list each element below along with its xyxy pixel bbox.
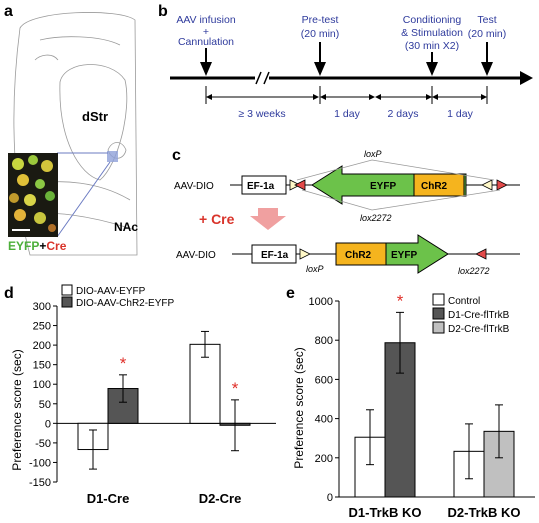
d-ytick-label: 0 xyxy=(45,418,51,430)
e-legend-label: Control xyxy=(448,296,480,307)
zoom-line-bottom xyxy=(56,161,111,238)
d-ytick-label: 150 xyxy=(33,360,51,372)
micrograph-legend: EYFP+Cre xyxy=(8,239,67,253)
event-arrowhead-2 xyxy=(314,62,326,76)
event-arrowhead-4 xyxy=(481,62,493,76)
event-arrowhead-1 xyxy=(200,62,212,76)
e-category-label: D2-TrkB KO xyxy=(448,505,521,520)
event-2-line2: (20 min) xyxy=(301,28,340,40)
d-legend-label: DIO-AAV-EYFP xyxy=(76,286,146,297)
timeline xyxy=(170,42,533,104)
d-category-label: D1-Cre xyxy=(87,491,130,506)
d-ytick-label: 50 xyxy=(39,399,51,411)
construct-1-name: AAV-DIO xyxy=(174,181,214,192)
chart-e-ylabel: Preference score (sec) xyxy=(292,347,306,468)
event-1-line2: + xyxy=(203,26,209,38)
e-legend-swatch xyxy=(432,321,445,334)
interval-1-label: ≥ 3 weeks xyxy=(238,108,285,120)
eyfp-2: EYFP xyxy=(391,250,417,261)
event-3-line2: & Stimulation xyxy=(401,27,463,39)
construct-1: AAV-DIO xyxy=(174,159,520,211)
event-1-line1: AAV infusion xyxy=(176,14,235,26)
d-ytick-label: 200 xyxy=(33,340,51,352)
panel-b-label: b xyxy=(158,3,168,20)
nac-label: NAc xyxy=(114,220,138,234)
e-ytick-label: 600 xyxy=(315,374,333,386)
lox2272-label-mid: lox2272 xyxy=(360,213,392,223)
d-ytick-label: 100 xyxy=(33,379,51,391)
d-significance-star: * xyxy=(120,354,127,373)
interval-3-label: 2 days xyxy=(388,108,419,120)
fluorescence-micrograph xyxy=(8,153,58,237)
promoter-2: EF-1a xyxy=(261,250,289,261)
loxp-label-top: loxP xyxy=(364,149,382,159)
e-legend-swatch xyxy=(432,293,445,306)
event-1-line3: Cannulation xyxy=(178,36,234,48)
d-significance-star: * xyxy=(232,379,239,398)
chart-d: -150 -100 -50 0 50 100 150 200 250 300 D1-Cre D2-Cr… xyxy=(29,284,276,506)
promoter-1: EF-1a xyxy=(247,181,275,192)
event-4-line2: (20 min) xyxy=(468,28,507,40)
chart-e: 0 200 400 600 800 1000 D1-TrkB KO D2-TrkB KO * Co… xyxy=(309,291,535,520)
event-4-line1: Test xyxy=(477,14,496,26)
e-ytick-label: 1000 xyxy=(309,296,333,308)
interval-4-label: 1 day xyxy=(447,108,473,120)
d-legend-label: DIO-AAV-ChR2-EYFP xyxy=(76,298,174,309)
lox2272-triangle xyxy=(294,179,306,191)
panel-a-label: a xyxy=(4,3,13,20)
d-category-label: D2-Cre xyxy=(199,491,242,506)
e-ytick-label: 800 xyxy=(315,335,333,347)
e-legend-swatch xyxy=(432,307,445,320)
e-category-label: D1-TrkB KO xyxy=(349,505,422,520)
event-arrowhead-3 xyxy=(426,62,438,76)
d-ytick-label: -150 xyxy=(29,477,51,489)
chr2-2: ChR2 xyxy=(345,250,372,261)
d-ytick-label: 300 xyxy=(33,301,51,313)
event-2-line1: Pre-test xyxy=(302,14,339,26)
lox2272-label-bottom: lox2272 xyxy=(458,266,490,276)
d-legend-swatch xyxy=(61,296,73,308)
event-3-line1: Conditioning xyxy=(403,14,462,26)
e-ytick-label: 200 xyxy=(315,453,333,465)
chart-d-ylabel: Preference score (sec) xyxy=(10,349,24,470)
interval-2-label: 1 day xyxy=(334,108,360,120)
d-ytick-label: -100 xyxy=(29,457,51,469)
e-ytick-label: 400 xyxy=(315,414,333,426)
d-ytick-label: -50 xyxy=(35,438,51,450)
e-ytick-label: 0 xyxy=(327,492,333,504)
e-bar xyxy=(384,342,416,498)
dstr-label: dStr xyxy=(82,109,108,124)
panel-c-label: c xyxy=(172,147,181,164)
nac-marker xyxy=(107,151,118,162)
e-legend-label: D2-Cre-flTrkB xyxy=(448,324,510,335)
e-legend-label: D1-Cre-flTrkB xyxy=(448,310,510,321)
e-significance-star: * xyxy=(397,291,404,310)
d-ytick-label: 250 xyxy=(33,321,51,333)
cre-text: + Cre xyxy=(199,211,235,227)
eyfp-1: EYFP xyxy=(370,181,396,192)
cre-arrow xyxy=(250,208,286,230)
construct-2: AAV-DIO xyxy=(176,234,520,274)
d-legend-swatch xyxy=(61,284,73,296)
loxp-label-bottom: loxP xyxy=(306,264,324,274)
chr2-1: ChR2 xyxy=(421,181,448,192)
construct-2-name: AAV-DIO xyxy=(176,250,216,261)
panel-d-label: d xyxy=(4,285,14,302)
panel-e-label: e xyxy=(286,285,295,302)
event-3-line3: (30 min X2) xyxy=(405,40,459,52)
